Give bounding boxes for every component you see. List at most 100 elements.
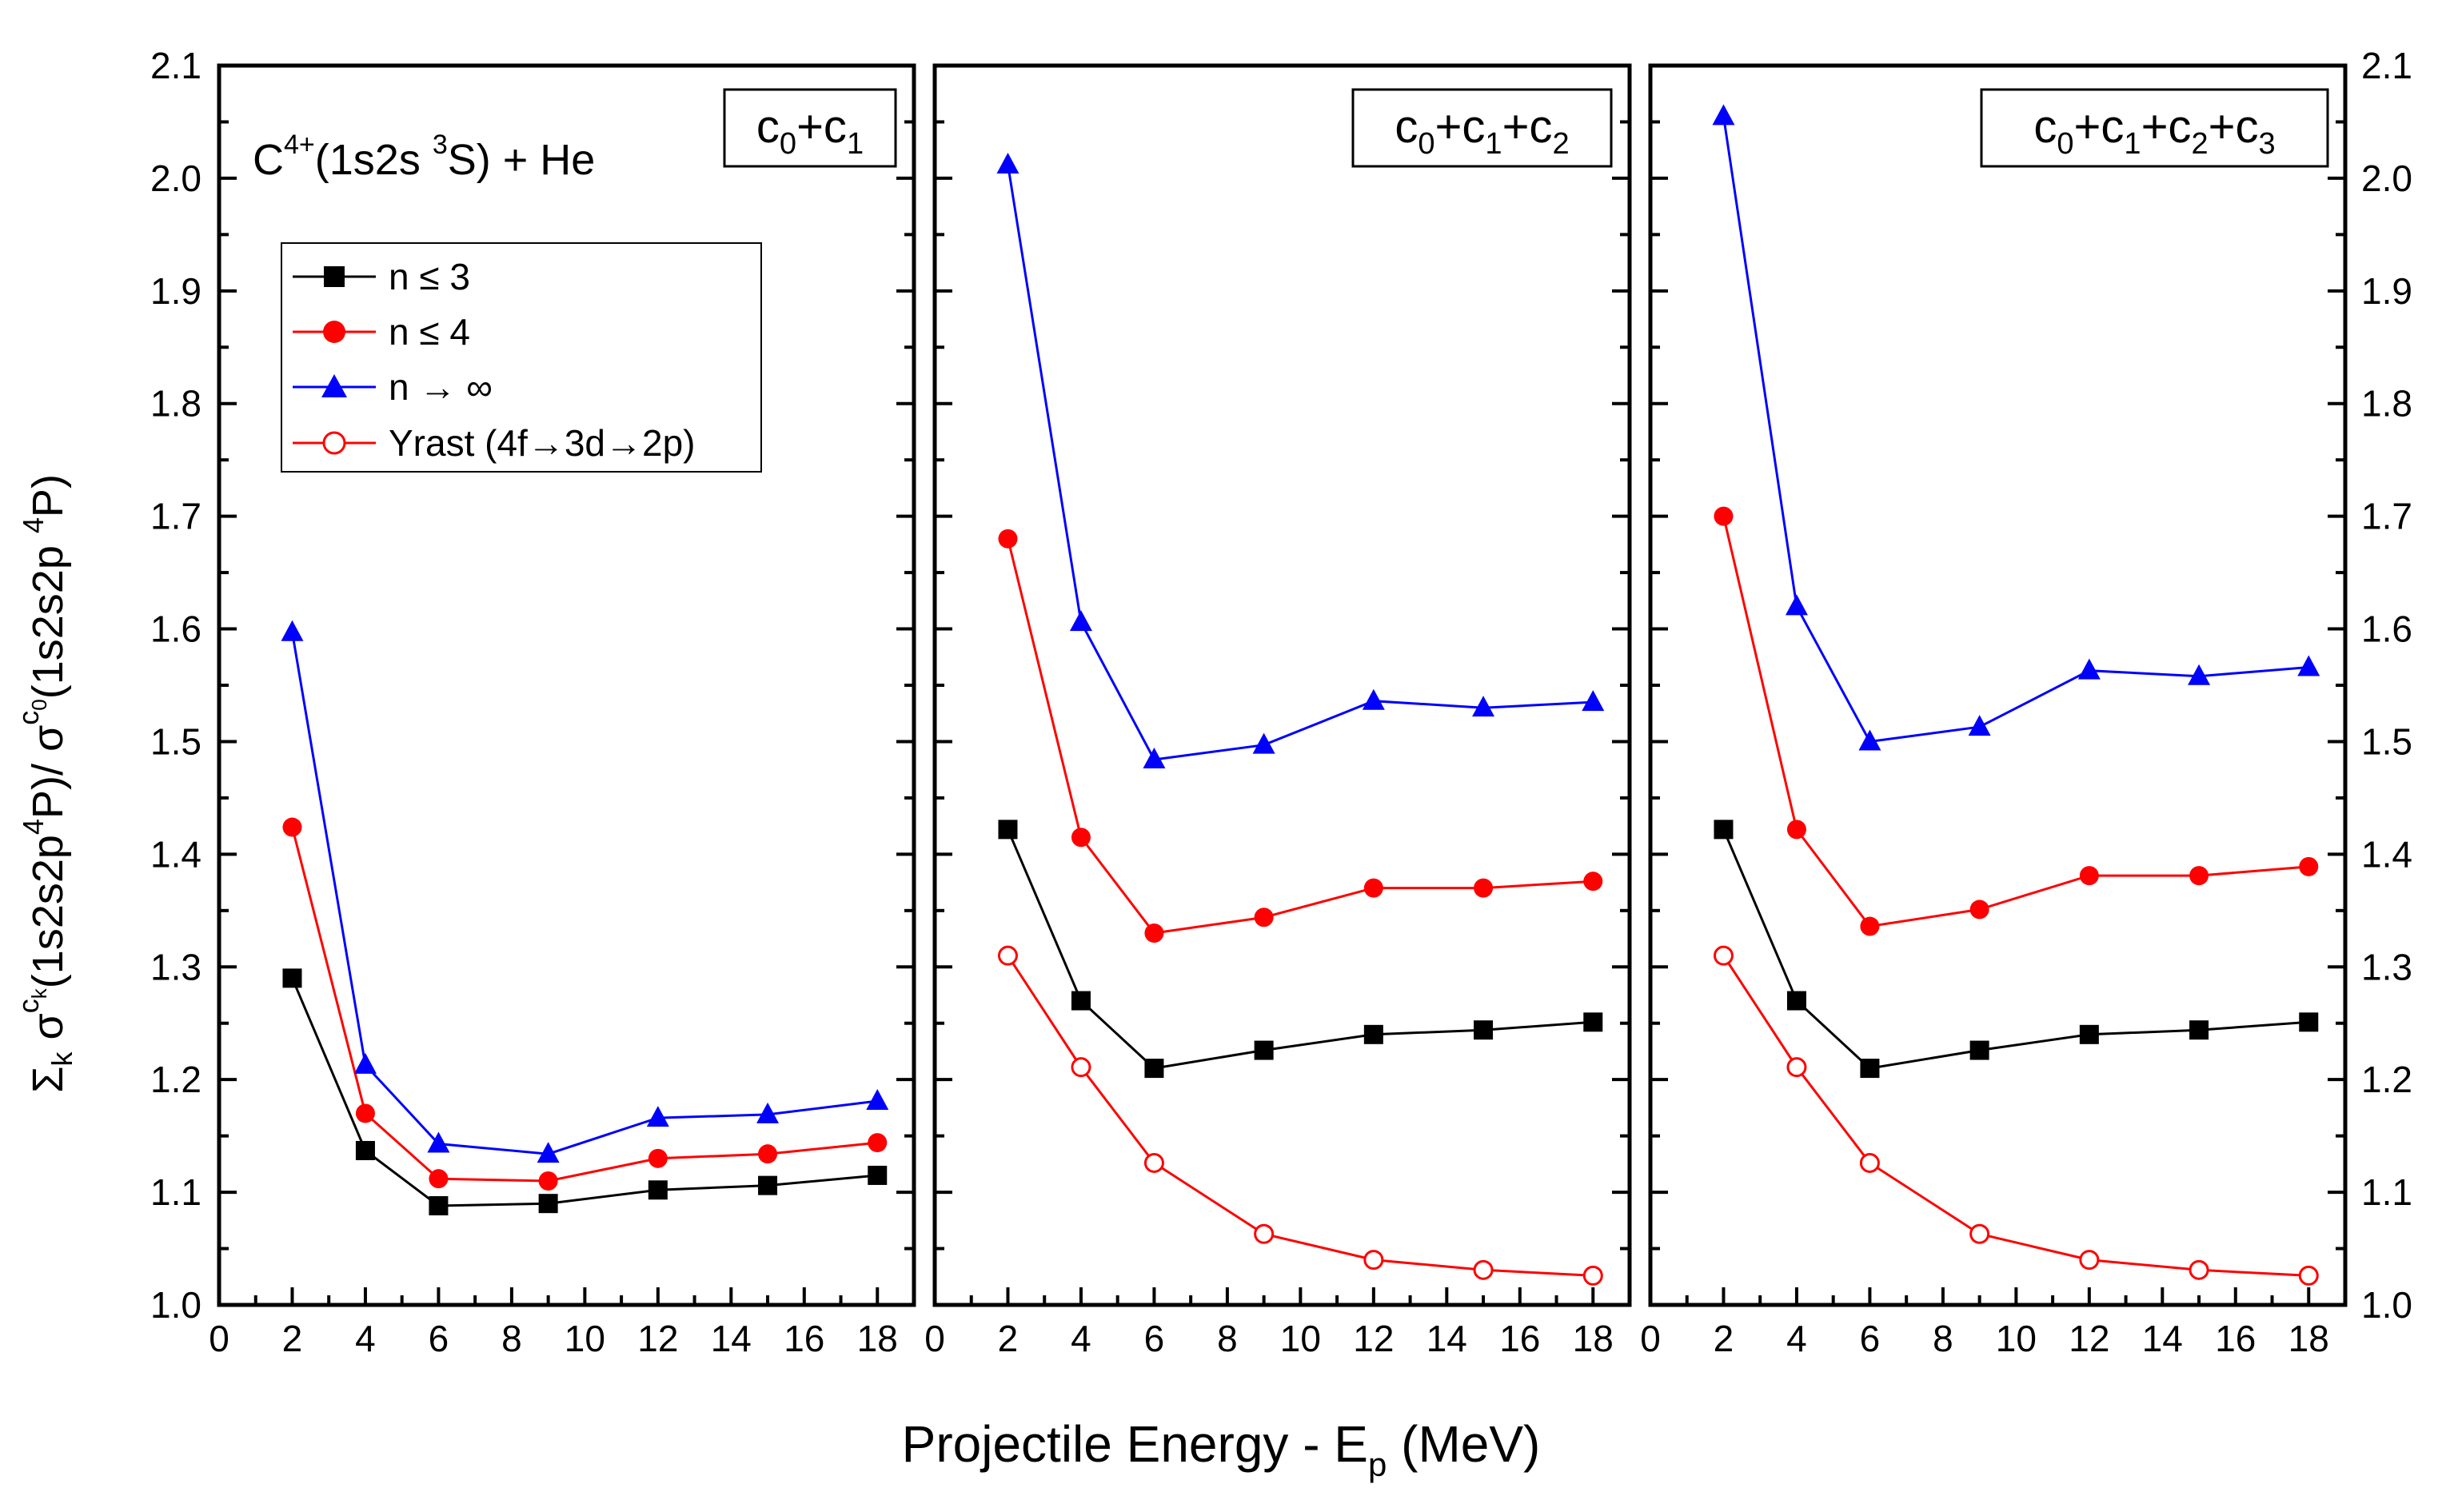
series-line-yrast (1007, 955, 1594, 1277)
data-point (1143, 1152, 1164, 1173)
x-tick-label: 16 (1499, 1318, 1540, 1359)
legend-entry-n4: n ≤ 4 (293, 311, 470, 353)
series-ninf (1712, 104, 2320, 751)
data-point (868, 1165, 888, 1185)
y-tick-label-left: 1.8 (150, 383, 202, 425)
data-point (1714, 820, 1734, 840)
data-point (1069, 610, 1092, 632)
y-tick-label-right: 1.1 (2361, 1171, 2412, 1213)
y-tick-label-left: 2.0 (150, 158, 202, 199)
panel-1: 0 2 4 6 8 10 12 14 16 18 1.0 1.1 1.2 1.3 1.4 1.5 1.6 1.7 1… (150, 45, 916, 1359)
series-n3 (282, 968, 888, 1215)
data-point (1143, 748, 1166, 768)
y-tick-label-right: 1.6 (2361, 608, 2412, 650)
data-point (1583, 1012, 1603, 1032)
data-point (2079, 1250, 2100, 1271)
data-point (1363, 878, 1383, 898)
data-point (281, 620, 304, 641)
x-tick-label: 4 (1786, 1318, 1807, 1359)
data-point (427, 1131, 450, 1153)
x-tick-label: 10 (1996, 1318, 2037, 1359)
series-line-n3 (1722, 828, 2309, 1070)
x-tick-label: 14 (2142, 1318, 2183, 1359)
x-tick-label: 18 (857, 1318, 898, 1359)
plot-frame (932, 63, 1632, 1307)
data-point (1254, 908, 1274, 928)
x-tick-label: 2 (282, 1318, 303, 1359)
data-point (1712, 104, 1735, 126)
data-point (2298, 1265, 2319, 1286)
series-yrast (1713, 945, 2319, 1286)
data-point (1969, 1040, 1989, 1060)
data-point (2299, 856, 2319, 876)
data-point (429, 1169, 449, 1189)
data-point (1254, 1040, 1274, 1060)
y-tick-label-right: 1.8 (2361, 383, 2412, 425)
legend-entry-yrast: Yrast (4f→3d→2p) (293, 422, 695, 464)
series-n4 (1714, 506, 2319, 936)
data-point (998, 820, 1018, 840)
data-point (2077, 658, 2101, 680)
data-point (1583, 872, 1603, 892)
y-tick-label-left: 1.0 (150, 1284, 202, 1326)
data-point (1786, 991, 1806, 1011)
data-point (538, 1194, 558, 1214)
data-point (2079, 1024, 2099, 1044)
series-n4 (998, 529, 1603, 943)
y-tick-label-left: 1.9 (150, 270, 202, 312)
data-point (996, 153, 1019, 174)
x-tick-label: 14 (1426, 1318, 1467, 1359)
series-ninf (281, 620, 889, 1163)
x-tick-label: 10 (565, 1318, 605, 1359)
x-tick-label: 8 (1933, 1318, 1953, 1359)
x-tick-label: 10 (1280, 1318, 1321, 1359)
y-tick-label-right: 1.7 (2361, 496, 2412, 537)
data-point (1859, 1152, 1880, 1173)
series-line-ninf (1007, 164, 1594, 761)
y-tick-label-left: 1.7 (150, 496, 202, 537)
x-tick-label: 2 (998, 1318, 1019, 1359)
data-point (1713, 945, 1734, 966)
panel-label-box (723, 88, 897, 168)
series-line-ninf (1722, 116, 2309, 744)
x-tick-label: 12 (637, 1318, 678, 1359)
data-point (1144, 1059, 1164, 1079)
x-tick-label: 6 (1860, 1318, 1881, 1359)
data-point (1786, 820, 1806, 840)
system-label: C4+(1s2s 3S) + He (253, 130, 595, 184)
x-tick-label: 18 (2288, 1318, 2329, 1359)
data-point (1786, 1057, 1807, 1078)
x-tick-label: 0 (209, 1318, 229, 1359)
x-tick-label: 4 (355, 1318, 376, 1359)
series-line-n3 (291, 977, 878, 1207)
data-point (1071, 991, 1091, 1011)
legend-entry-n3: n ≤ 3 (293, 256, 470, 297)
data-point (1363, 1250, 1384, 1271)
data-point (997, 945, 1018, 966)
panel-label: c0+c1 (756, 101, 864, 161)
data-point (1473, 1259, 1494, 1280)
data-point (355, 1103, 375, 1123)
x-tick-label: 0 (1640, 1318, 1661, 1359)
x-tick-label: 4 (1071, 1318, 1091, 1359)
data-point (1254, 1223, 1275, 1244)
panel-3: 0 2 4 6 8 10 12 14 16 18 1.0 1.1 1.2 1.3 1.4 1.5 1.6 1.7 1… (1640, 45, 2412, 1359)
x-axis-label: Projectile Energy - Ep (MeV) (902, 1415, 1541, 1483)
y-tick-label-left: 1.3 (150, 946, 202, 987)
data-point (1474, 1020, 1494, 1040)
legend-label-yrast: Yrast (4f→3d→2p) (389, 422, 695, 464)
y-axis-label: Σk σck(1s2s2p4P)/ σc0(1s2s2p 4P) (12, 474, 78, 1093)
data-point (537, 1142, 560, 1163)
x-tick-label: 8 (501, 1318, 522, 1359)
x-tick-label: 8 (1217, 1318, 1238, 1359)
legend-marker-yrast (322, 431, 346, 455)
x-tick-label: 6 (429, 1318, 449, 1359)
data-point (1474, 878, 1494, 898)
data-point (2189, 1259, 2209, 1280)
data-point (1968, 715, 1991, 736)
x-tick-label: 14 (711, 1318, 752, 1359)
data-point (1714, 506, 1734, 526)
panel-label-box (1351, 88, 1613, 168)
y-tick-label-left: 2.1 (150, 45, 202, 86)
data-point (1472, 696, 1495, 717)
